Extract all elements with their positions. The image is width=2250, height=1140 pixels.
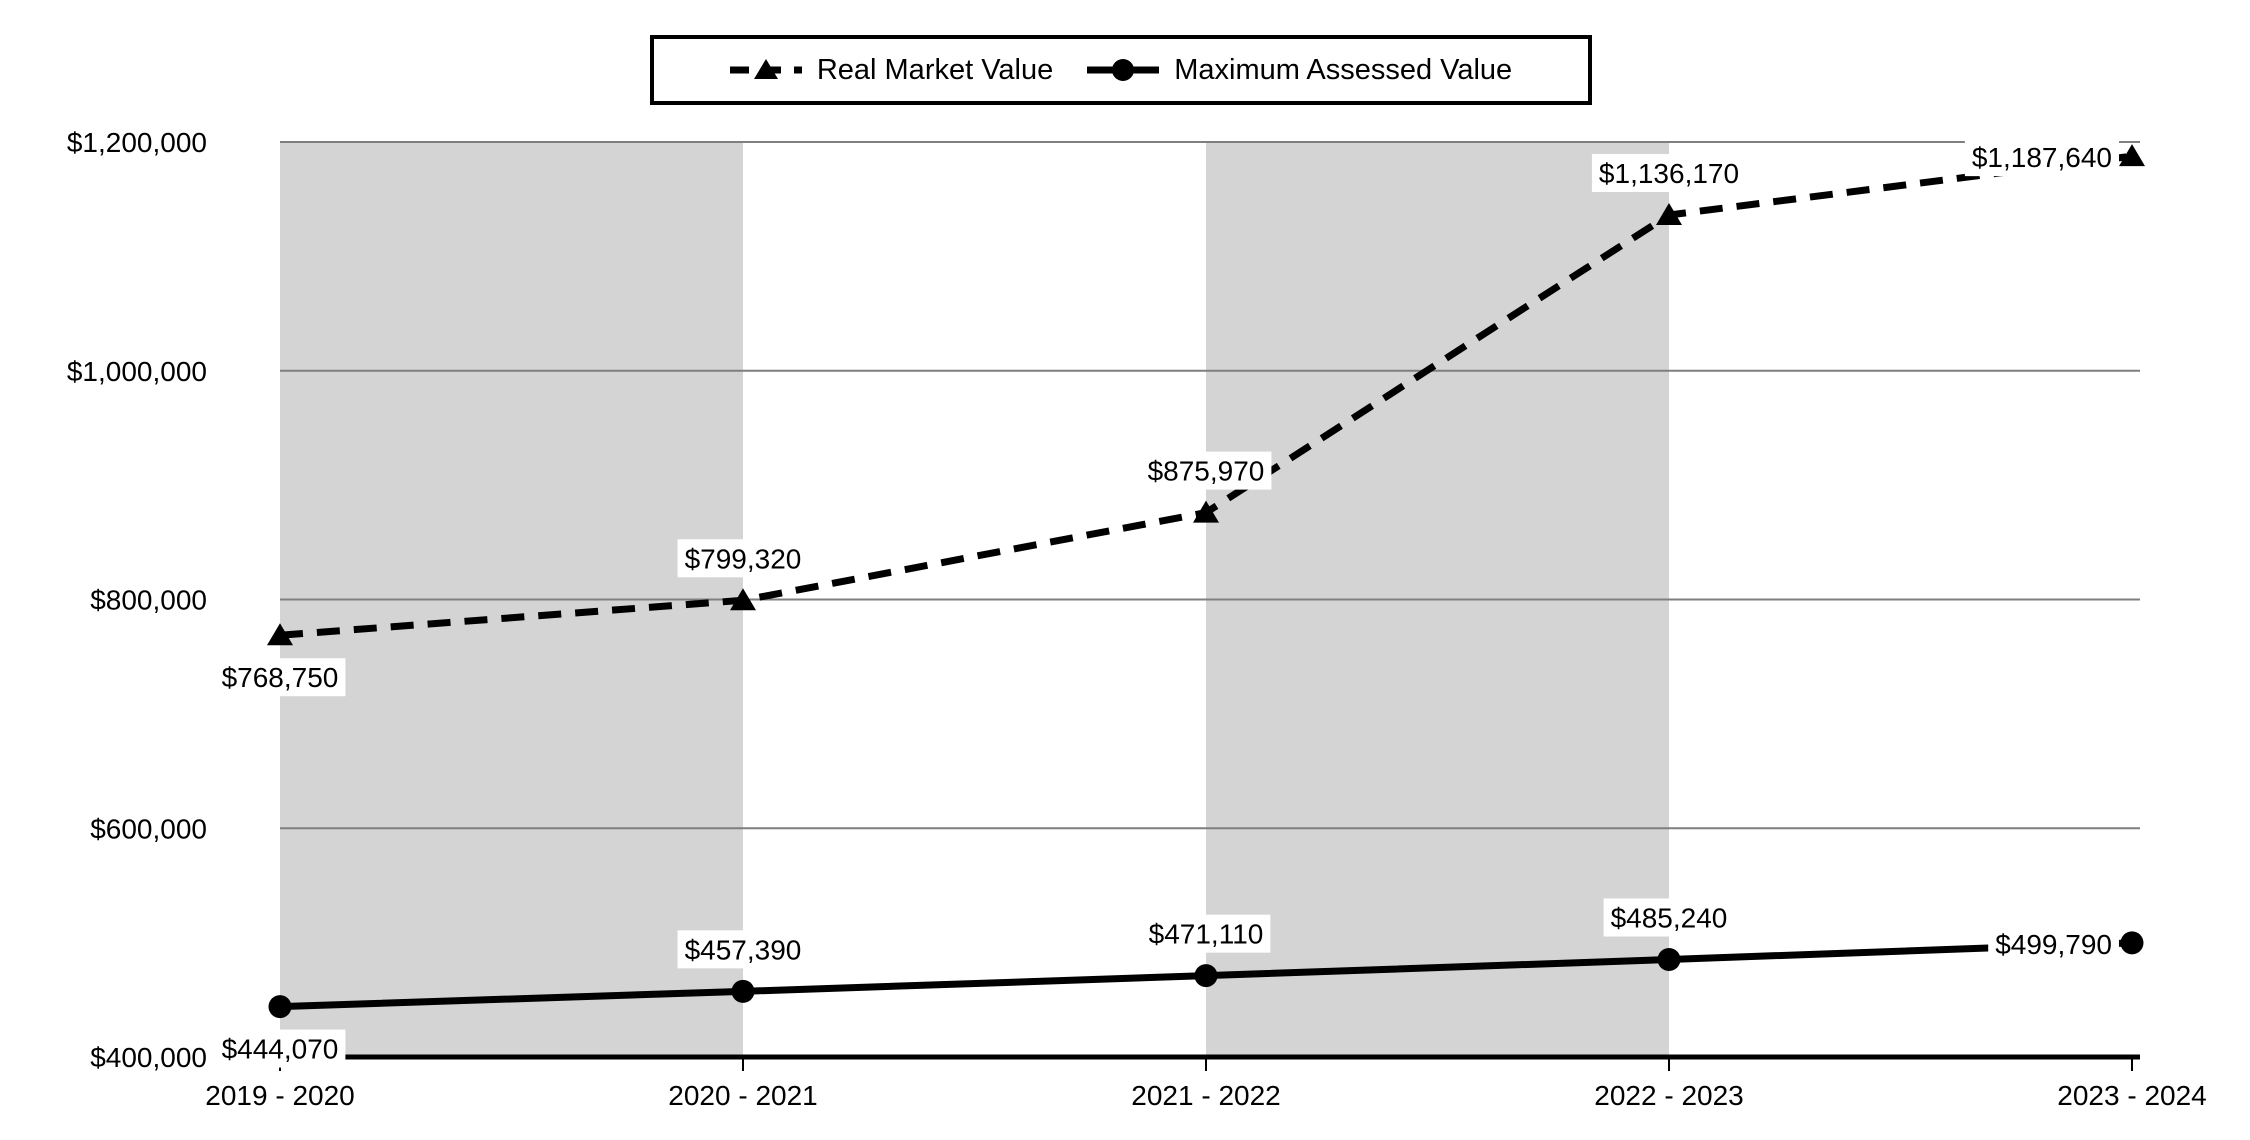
legend: Real Market Value Maximum Assessed Value (650, 35, 1592, 105)
data-label: $768,750 (222, 662, 339, 693)
data-label-background (214, 1029, 346, 1068)
data-label: $799,320 (685, 543, 802, 574)
data-label: $471,110 (1149, 919, 1264, 950)
legend-entry-maximum-assessed-value: Maximum Assessed Value (1087, 54, 1512, 87)
x-tick-label: 2020 - 2021 (668, 1080, 817, 1111)
data-label-background (677, 930, 809, 969)
marker-triangle (1193, 500, 1219, 523)
data-label: $444,070 (222, 1034, 339, 1065)
x-tick-label: 2023 - 2024 (2057, 1080, 2206, 1111)
data-label: $499,790 (1995, 929, 2112, 960)
y-tick-label: $800,000 (90, 585, 207, 616)
data-label-background (1591, 154, 1747, 193)
marker-circle (1194, 964, 1218, 988)
marker-circle (2120, 931, 2144, 955)
y-tick-label: $1,200,000 (67, 127, 207, 158)
solid-line-circle-marker-icon (1087, 59, 1160, 81)
legend-entry-real-market-value: Real Market Value (729, 53, 1054, 87)
marker-triangle (2119, 144, 2145, 167)
marker-circle (268, 995, 292, 1019)
y-tick-label: $600,000 (90, 813, 207, 844)
data-label-background (1140, 451, 1272, 490)
x-tick-label: 2022 - 2023 (1594, 1080, 1743, 1111)
legend-label-maximum-assessed-value: Maximum Assessed Value (1174, 53, 1513, 86)
data-label: $875,970 (1148, 456, 1265, 487)
legend-label-real-market-value: Real Market Value (816, 53, 1054, 86)
y-tick-label: $1,000,000 (67, 356, 207, 387)
marker-triangle (730, 588, 756, 611)
x-tick-label: 2021 - 2022 (1131, 1080, 1280, 1111)
data-label: $485,240 (1611, 903, 1728, 934)
data-label: $457,390 (685, 934, 802, 965)
marker-triangle (1656, 203, 1682, 226)
marker-circle (1657, 948, 1681, 972)
marker-triangle (267, 623, 293, 646)
data-label-background (1141, 914, 1271, 953)
x-tick-label: 2019 - 2020 (205, 1080, 354, 1111)
y-tick-label: $400,000 (90, 1042, 207, 1073)
data-label-background (1988, 924, 2119, 963)
data-label: $1,136,170 (1599, 158, 1739, 189)
data-label-background (214, 658, 346, 697)
data-label: $1,187,640 (1972, 142, 2112, 173)
data-label-background (677, 539, 809, 578)
data-label-background (1964, 138, 2119, 177)
marker-circle (731, 979, 755, 1003)
data-label-background (1603, 898, 1735, 937)
dashed-line-triangle-marker-icon (729, 59, 802, 79)
